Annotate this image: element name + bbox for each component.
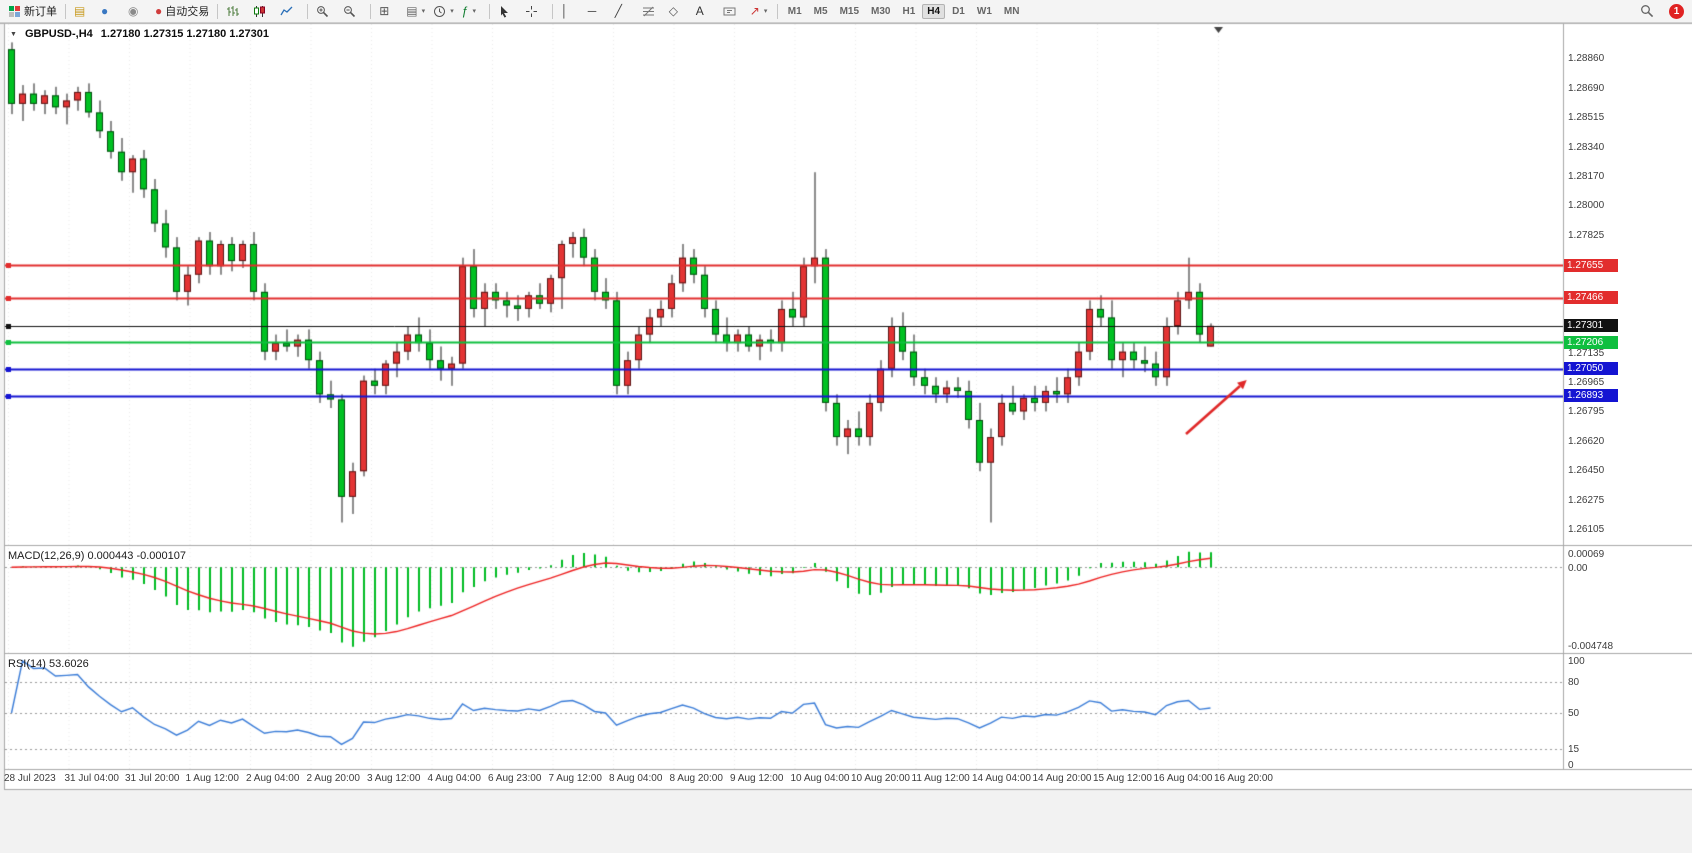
text-label-button[interactable]	[719, 1, 746, 22]
timeframe-button-H4[interactable]: H4	[922, 3, 946, 19]
support-button[interactable]: ◉	[124, 1, 151, 22]
toolbar-separator	[307, 3, 309, 19]
bar-chart-type-button[interactable]	[222, 1, 249, 22]
caret-down-icon: ▾	[763, 8, 768, 15]
toolbar-separator	[551, 3, 553, 19]
price-line-tag[interactable]: 1.27050	[1564, 362, 1618, 376]
cursor-icon	[498, 5, 511, 18]
price-line-tag[interactable]: 1.27655	[1564, 258, 1618, 272]
trendline-icon: ╱	[614, 4, 622, 18]
template-icon: ▤	[74, 4, 86, 18]
timeframe-button-M30[interactable]: M30	[871, 5, 891, 17]
search-icon	[1640, 4, 1654, 18]
notification-badge[interactable]: 1	[1669, 3, 1684, 19]
hline-icon: ─	[587, 4, 597, 18]
new-order-button-label: 新订单	[24, 6, 57, 18]
toolbar-separator	[217, 3, 219, 19]
crosshair-button[interactable]	[521, 1, 548, 22]
zoom-in-button[interactable]	[312, 1, 339, 22]
shapes-icon: ◇	[668, 4, 678, 18]
text-icon: A	[695, 4, 704, 18]
fibo-icon	[642, 5, 655, 18]
tile-windows-button[interactable]: ⊞	[375, 1, 402, 22]
indicators-button[interactable]: ƒ ▾	[458, 1, 485, 22]
tile-icon: ⊞	[379, 4, 390, 18]
caret-down-icon: ▾	[450, 8, 454, 15]
toolbar-separator	[488, 3, 490, 19]
main-toolbar: 新订单 ▤ ● ◉ ● 自动交易 ⊞ ▤ ▾ ▾ ƒ ▾ │ ─ ╱ ◇ A ↗ ▾ M1 M5 M15 M30 H1 H4 D1…	[0, 0, 1692, 23]
clock-icon	[433, 5, 446, 18]
new-order-button[interactable]: 新订单	[4, 1, 61, 22]
templates-button[interactable]: ▤	[70, 1, 97, 22]
caret-down-icon: ▾	[472, 8, 476, 15]
toolbar-separator	[370, 3, 372, 19]
community-button[interactable]: ●	[97, 1, 124, 22]
vertical-line-button[interactable]: │	[557, 1, 584, 22]
new-order-icon	[8, 5, 21, 18]
timeframe-button-MN[interactable]: MN	[1003, 5, 1020, 17]
arrows-button[interactable]: ↗ ▾	[746, 1, 773, 22]
price-line-tag[interactable]: 1.26893	[1564, 389, 1618, 403]
caret-down-icon: ▾	[421, 8, 426, 15]
candles-icon	[253, 5, 266, 18]
candlestick-chart-type-button[interactable]	[249, 1, 276, 22]
text-button[interactable]: A	[692, 1, 719, 22]
bars-icon	[226, 5, 240, 18]
trendline-button[interactable]: ╱	[611, 1, 638, 22]
textlabel-icon	[723, 5, 736, 18]
crosshair-icon	[525, 5, 538, 18]
zoom-out-button[interactable]	[339, 1, 366, 22]
fibonacci-button[interactable]	[638, 1, 665, 22]
timeframe-button-D1[interactable]: D1	[952, 5, 965, 17]
community-icon: ●	[101, 4, 109, 18]
price-line-tag[interactable]: 1.27466	[1564, 291, 1618, 305]
timeframe-button-W1[interactable]: W1	[976, 5, 992, 17]
linechart-icon	[280, 5, 293, 18]
timeframe-button-M15[interactable]: M15	[839, 5, 860, 17]
line-chart-type-button[interactable]	[276, 1, 303, 22]
search-button[interactable]	[1636, 1, 1663, 22]
timeframe-button-M5[interactable]: M5	[813, 5, 828, 17]
indicators-icon: ƒ	[461, 4, 469, 18]
toolbar-separator	[776, 3, 778, 19]
autotrade-button[interactable]: ● 自动交易	[151, 1, 213, 22]
profiles-button[interactable]: ▤ ▾	[402, 1, 429, 22]
zoom-out-icon	[343, 5, 356, 18]
period-button[interactable]: ▾	[429, 1, 458, 22]
price-line-tag[interactable]: 1.27206	[1564, 335, 1618, 349]
shapes-button[interactable]: ◇	[665, 1, 692, 22]
zoom-in-icon	[316, 5, 329, 18]
autotrade-icon: ●	[155, 4, 163, 18]
arrowtool-icon: ↗	[749, 4, 760, 18]
horizontal-line-button[interactable]: ─	[584, 1, 611, 22]
price-line-tag[interactable]: 1.27301	[1564, 319, 1618, 333]
toolbar-separator	[65, 3, 66, 19]
timeframe-button-M1[interactable]: M1	[787, 5, 802, 17]
profiles-icon: ▤	[406, 4, 418, 18]
vline-icon: │	[560, 4, 569, 18]
support-icon: ◉	[128, 4, 139, 18]
autotrade-button-label: 自动交易	[165, 6, 210, 18]
timeframe-button-H1[interactable]: H1	[902, 5, 916, 17]
cursor-button[interactable]	[494, 1, 521, 22]
